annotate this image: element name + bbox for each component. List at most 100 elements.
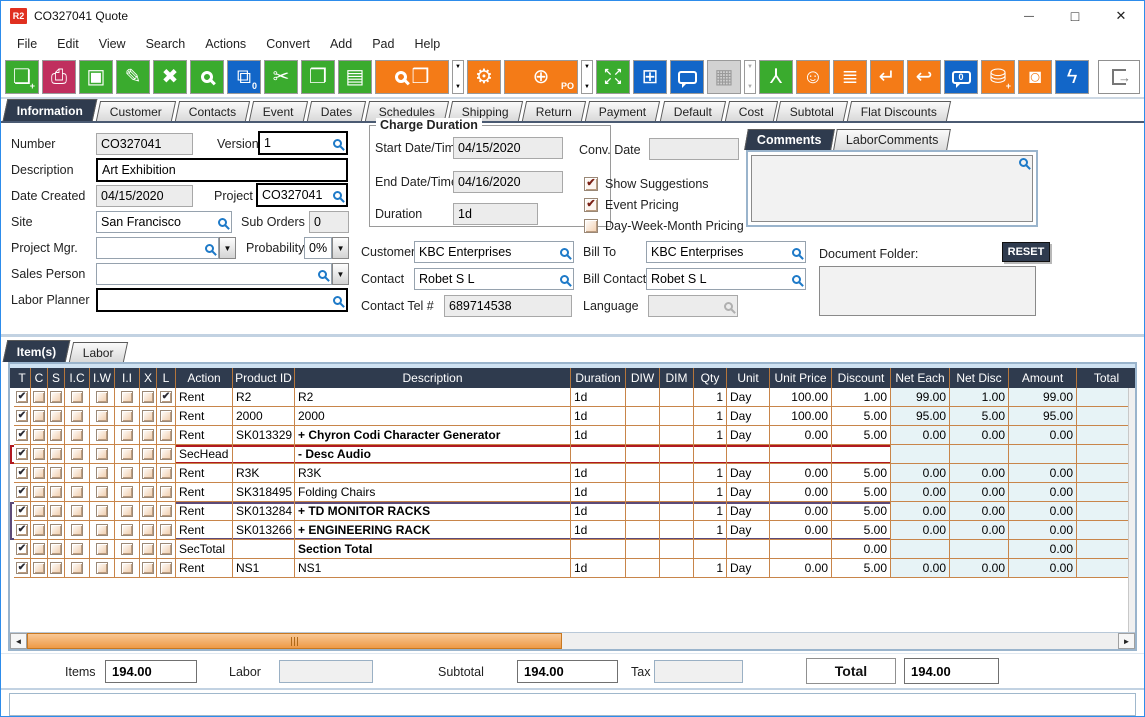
cell-action[interactable]: Rent <box>176 388 233 407</box>
row-check-iw[interactable] <box>96 391 108 403</box>
cell-duration[interactable]: 1d <box>571 388 626 407</box>
cell-action[interactable]: Rent <box>176 502 233 521</box>
scroll-list-button[interactable]: ≣ <box>833 60 867 94</box>
col-amount[interactable]: Amount <box>1009 368 1077 388</box>
cell-description[interactable]: + Chyron Codi Character Generator <box>295 426 571 445</box>
col-i-w[interactable]: I.W <box>90 368 115 388</box>
cell-amount[interactable]: 0.00 <box>1009 426 1077 445</box>
row-check-s[interactable] <box>50 448 62 460</box>
col-x[interactable]: X <box>140 368 157 388</box>
checkbox[interactable] <box>584 176 598 191</box>
cell-unit[interactable]: Day <box>727 521 770 540</box>
menu-actions[interactable]: Actions <box>205 37 247 51</box>
cell-product-id[interactable]: NS1 <box>233 559 295 578</box>
dropdown-button[interactable] <box>332 237 350 259</box>
search-icon[interactable] <box>318 269 327 279</box>
checkbox[interactable] <box>584 197 598 212</box>
scroll-left-button[interactable] <box>10 633 27 649</box>
cell-description[interactable]: Section Total <box>295 540 571 559</box>
cell-description[interactable]: R3K <box>295 464 571 483</box>
add-funds-button[interactable]: ⛁ + <box>981 60 1015 94</box>
cell-unit-price[interactable] <box>770 540 832 559</box>
cell-unit[interactable]: Day <box>727 407 770 426</box>
dropdown-button[interactable] <box>332 263 349 285</box>
cell-amount[interactable]: 0.00 <box>1009 502 1077 521</box>
end-date-field[interactable]: 04/16/2020 <box>453 171 563 193</box>
description-field[interactable]: Art Exhibition <box>96 158 348 182</box>
cell-diw[interactable] <box>626 464 660 483</box>
row-check-ii[interactable] <box>121 391 133 403</box>
col-c[interactable]: C <box>31 368 48 388</box>
conv-date-field[interactable] <box>649 138 739 160</box>
cell-qty[interactable]: 1 <box>694 521 727 540</box>
cell-unit-price[interactable]: 100.00 <box>770 407 832 426</box>
col-i-i[interactable]: I.I <box>115 368 140 388</box>
cell-dim[interactable] <box>660 388 694 407</box>
row-check-c[interactable] <box>33 505 45 517</box>
cell-amount[interactable] <box>1009 445 1077 464</box>
cell-diw[interactable] <box>626 445 660 464</box>
row-check-ic[interactable] <box>71 410 83 422</box>
col-total[interactable]: Total <box>1077 368 1135 388</box>
row-check-t[interactable] <box>16 448 28 460</box>
cell-unit-price[interactable]: 0.00 <box>770 559 832 578</box>
row-check-x[interactable] <box>142 391 154 403</box>
col-net-disc[interactable]: Net Disc <box>950 368 1009 388</box>
smiley-button[interactable]: ☺ <box>796 60 830 94</box>
document-folder-box[interactable] <box>819 266 1036 316</box>
cell-net-each[interactable]: 0.00 <box>891 502 950 521</box>
col-net-each[interactable]: Net Each <box>891 368 950 388</box>
search-icon[interactable] <box>1019 158 1028 167</box>
cell-discount[interactable]: 5.00 <box>832 483 891 502</box>
cell-duration[interactable]: 1d <box>571 559 626 578</box>
cell-net-disc[interactable]: 0.00 <box>950 559 1009 578</box>
row-check-iw[interactable] <box>96 429 108 441</box>
cell-duration[interactable]: 1d <box>571 407 626 426</box>
find-item-options[interactable] <box>452 60 464 94</box>
row-check-x[interactable] <box>142 562 154 574</box>
copy-button[interactable]: ❐ <box>301 60 335 94</box>
comments-box[interactable] <box>746 150 1038 227</box>
row-check-ii[interactable] <box>121 505 133 517</box>
comment-zero-button[interactable]: 0 <box>944 60 978 94</box>
number-field[interactable]: CO327041 <box>96 133 193 155</box>
cell-unit-price[interactable]: 0.00 <box>770 483 832 502</box>
row-check-c[interactable] <box>33 448 45 460</box>
row-check-l[interactable] <box>160 391 172 403</box>
cell-net-each[interactable]: 0.00 <box>891 521 950 540</box>
search-icon[interactable] <box>792 247 801 257</box>
cell-total[interactable] <box>1077 540 1135 559</box>
menu-file[interactable]: File <box>17 37 38 51</box>
row-check-ii[interactable] <box>121 486 133 498</box>
cell-product-id[interactable]: R3K <box>233 464 295 483</box>
cell-amount[interactable]: 0.00 <box>1009 540 1077 559</box>
labor-planner-field[interactable] <box>96 288 348 312</box>
cell-unit[interactable]: Day <box>727 426 770 445</box>
cell-dim[interactable] <box>660 521 694 540</box>
table-row[interactable]: SecHead - Desc Audio <box>10 445 1135 464</box>
cell-unit-price[interactable] <box>770 445 832 464</box>
minimize-button[interactable] <box>1006 1 1052 31</box>
row-check-l[interactable] <box>160 467 172 479</box>
checkbox[interactable] <box>584 218 598 233</box>
cell-discount[interactable] <box>832 445 891 464</box>
row-check-iw[interactable] <box>96 505 108 517</box>
row-check-iw[interactable] <box>96 543 108 555</box>
maximize-button[interactable] <box>1052 1 1098 31</box>
row-check-c[interactable] <box>33 562 45 574</box>
cell-net-disc[interactable]: 0.00 <box>950 483 1009 502</box>
exit-button[interactable] <box>1098 60 1140 94</box>
col-discount[interactable]: Discount <box>832 368 891 388</box>
cell-dim[interactable] <box>660 426 694 445</box>
menu-add[interactable]: Add <box>329 37 353 51</box>
row-check-ii[interactable] <box>121 410 133 422</box>
cell-qty[interactable] <box>694 540 727 559</box>
comments-text[interactable] <box>751 155 1033 222</box>
cell-net-disc[interactable]: 0.00 <box>950 502 1009 521</box>
row-check-ii[interactable] <box>121 524 133 536</box>
cell-product-id[interactable]: SK013329 <box>233 426 295 445</box>
cell-diw[interactable] <box>626 426 660 445</box>
cell-amount[interactable]: 0.00 <box>1009 521 1077 540</box>
gears-button[interactable]: ⚙ <box>467 60 501 94</box>
